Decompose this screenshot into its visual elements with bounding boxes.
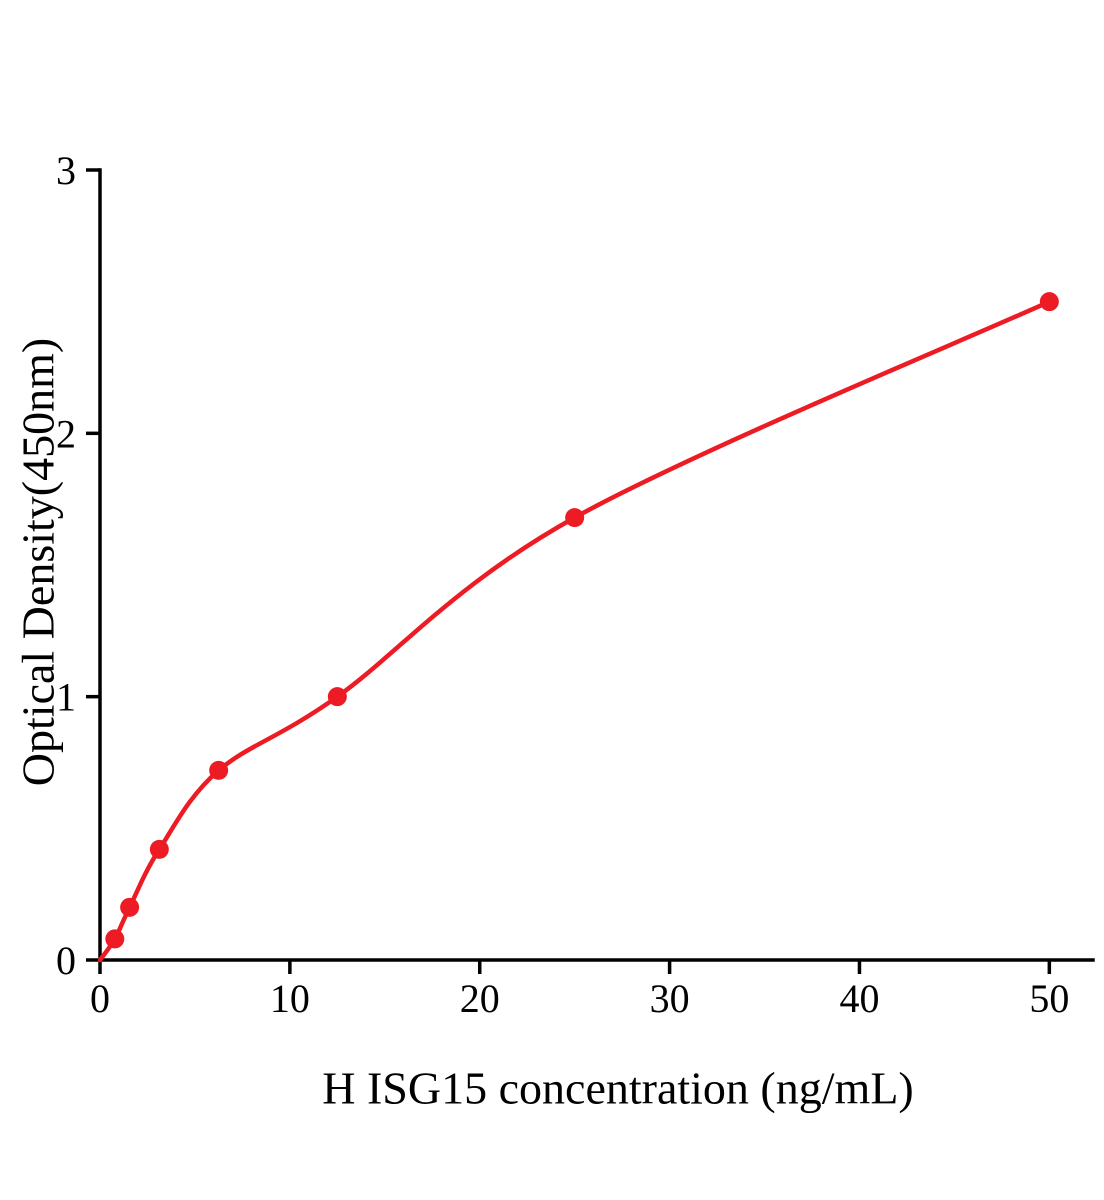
data-point	[149, 839, 169, 859]
x-tick-label: 40	[839, 976, 879, 1021]
y-tick-label: 3	[56, 148, 76, 193]
y-axis-title: Optical Density(450nm)	[12, 337, 64, 787]
y-tick-label: 2	[56, 411, 76, 456]
x-tick-label: 0	[90, 976, 110, 1021]
data-point	[327, 687, 347, 707]
data-point	[209, 760, 229, 780]
data-point	[120, 897, 140, 917]
fit-curve	[97, 299, 1052, 963]
axes-spines	[98, 168, 1095, 962]
x-tick-label: 30	[650, 976, 690, 1021]
x-tick-label: 20	[460, 976, 500, 1021]
y-tick-label: 1	[56, 675, 76, 720]
x-tick-label: 10	[270, 976, 310, 1021]
data-point	[105, 929, 125, 949]
data-point	[1039, 292, 1059, 312]
y-tick-label: 0	[56, 938, 76, 983]
data-point	[565, 508, 585, 528]
x-tick-label: 50	[1029, 976, 1069, 1021]
x-axis-title: H ISG15 concentration (ng/mL)	[322, 1062, 914, 1114]
